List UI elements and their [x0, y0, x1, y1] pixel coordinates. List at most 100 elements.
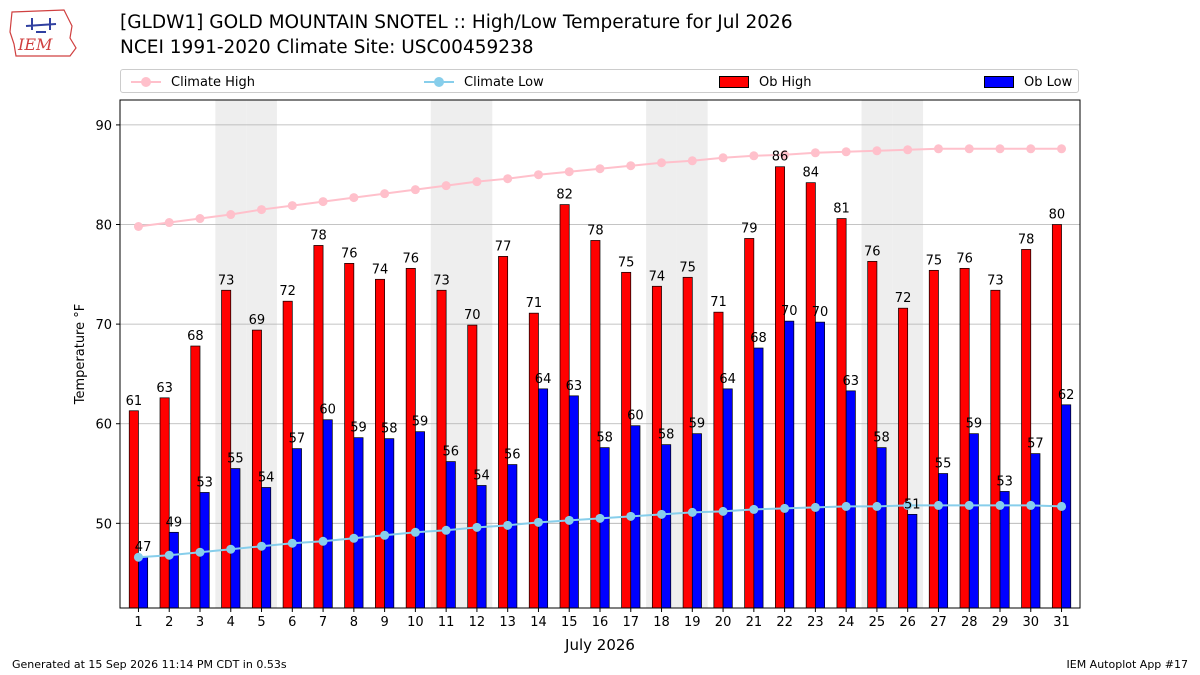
x-tick-label-3: 3: [196, 615, 204, 630]
x-tick-label-13: 13: [499, 615, 516, 630]
ob-high-label-27: 75: [926, 253, 943, 268]
x-tick-label-28: 28: [961, 615, 978, 630]
legend-label-ob-low: Ob Low: [1024, 74, 1073, 90]
climate-low-point-8: [349, 533, 359, 543]
x-tick-label-27: 27: [930, 615, 947, 630]
climate-low-point-20: [718, 506, 728, 516]
ob-high-label-28: 76: [956, 251, 973, 266]
ob-high-bar-8: [344, 263, 355, 609]
climate-low-point-13: [503, 520, 513, 530]
ob-high-label-24: 81: [833, 202, 850, 217]
legend-swatch-climate-low: [424, 73, 454, 91]
climate-lines: [133, 144, 1067, 562]
y-tick-label-80: 80: [95, 219, 112, 234]
ob-low-bar-1: [138, 556, 149, 609]
ob-low-label-2: 49: [166, 515, 183, 530]
climate-high-point-29: [995, 144, 1005, 154]
ob-high-label-19: 75: [679, 260, 696, 275]
climate-high-point-15: [564, 167, 574, 177]
x-tick-label-30: 30: [1022, 615, 1039, 630]
ob-high-label-4: 73: [218, 273, 235, 288]
climate-high-point-8: [349, 193, 359, 203]
x-tick-label-21: 21: [746, 615, 763, 630]
ob-high-bar-28: [959, 267, 970, 609]
climate-high-point-19: [687, 156, 697, 166]
climate-low-point-3: [195, 547, 205, 557]
y-tick-label-60: 60: [95, 418, 112, 433]
ob-low-label-24: 63: [842, 374, 859, 389]
climate-high-point-7: [318, 197, 328, 207]
ob-low-bar-30: [1030, 453, 1041, 609]
climate-high-point-24: [841, 147, 851, 157]
ob-high-label-26: 72: [895, 291, 912, 306]
legend-item-climate-high: Climate High: [131, 73, 255, 91]
legend: Climate High Climate Low Ob High Ob Low: [120, 69, 1079, 93]
ob-low-bar-24: [845, 390, 856, 609]
ob-high-label-14: 71: [526, 296, 543, 311]
legend-swatch-ob-low: [984, 76, 1014, 88]
ob-low-bar-20: [722, 388, 733, 609]
ob-low-bar-10: [415, 431, 425, 609]
ob-low-bar-14: [538, 388, 549, 609]
climate-low-point-17: [626, 511, 636, 521]
ob-low-bar-27: [938, 473, 949, 609]
legend-label-climate-high: Climate High: [171, 74, 256, 90]
climate-low-point-7: [318, 536, 328, 546]
ob-high-label-15: 82: [556, 188, 573, 203]
climate-low-point-22: [780, 503, 790, 513]
climate-low-point-5: [257, 541, 267, 551]
ob-low-bar-7: [322, 419, 333, 609]
y-tick-label-90: 90: [95, 119, 112, 134]
ob-low-label-6: 57: [289, 432, 306, 447]
ob-high-bar-27: [928, 269, 939, 609]
ob-low-label-11: 56: [442, 445, 459, 460]
climate-high-point-13: [503, 174, 513, 184]
legend-label-climate-low: Climate Low: [464, 74, 544, 90]
climate-low-point-28: [964, 500, 974, 510]
x-tick-label-11: 11: [438, 615, 455, 630]
climate-low-point-2: [164, 550, 174, 560]
climate-high-point-31: [1057, 144, 1067, 154]
ob-high-bar-24: [836, 218, 847, 609]
ob-low-label-10: 59: [412, 415, 429, 430]
climate-high-point-14: [533, 170, 543, 180]
chart-subtitle: NCEI 1991-2020 Climate Site: USC00459238: [120, 37, 534, 58]
chart-title: [GLDW1] GOLD MOUNTAIN SNOTEL :: High/Low…: [120, 12, 793, 33]
x-tick-label-4: 4: [227, 615, 235, 630]
ob-low-bar-21: [753, 347, 764, 609]
ob-high-label-21: 79: [741, 221, 758, 236]
ob-high-bar-2: [159, 397, 170, 609]
x-tick-label-7: 7: [319, 615, 327, 630]
climate-low-point-29: [995, 500, 1005, 510]
ob-high-bar-22: [775, 166, 785, 609]
y-tick-label-70: 70: [95, 318, 112, 333]
x-axis-label: July 2026: [564, 636, 635, 654]
ob-low-bar-11: [445, 461, 456, 609]
ob-high-bar-23: [805, 182, 816, 609]
legend-item-ob-low: Ob Low: [984, 73, 1072, 91]
climate-high-point-10: [410, 185, 420, 195]
ob-low-label-12: 54: [473, 468, 490, 483]
bar-labels: 61 63 68 73 69 72 78 76 74 76 73 70 77 71 82 78 75 74 75 71…: [126, 150, 1075, 555]
ob-high-bar-17: [621, 271, 632, 609]
iem-logo-graphic: IEM: [9, 9, 77, 57]
climate-high-point-17: [626, 161, 636, 171]
ob-high-label-9: 74: [372, 262, 389, 277]
climate-low-point-11: [441, 525, 451, 535]
ob-high-label-8: 76: [341, 246, 358, 261]
ob-low-label-31: 62: [1058, 388, 1075, 403]
climate-high-point-12: [472, 177, 482, 187]
ob-low-label-21: 68: [750, 331, 767, 346]
x-tick-label-23: 23: [807, 615, 824, 630]
ob-low-bar-2: [168, 531, 179, 609]
ob-high-label-12: 70: [464, 308, 481, 323]
ob-low-label-30: 57: [1027, 437, 1044, 452]
ob-high-label-6: 72: [279, 284, 296, 299]
climate-high-point-11: [441, 181, 451, 191]
ob-high-label-20: 71: [710, 295, 727, 310]
ob-high-bar-4: [221, 289, 232, 609]
ob-low-label-16: 58: [596, 431, 613, 446]
ob-high-bar-12: [467, 324, 478, 609]
climate-high-point-6: [287, 201, 297, 211]
x-tick-label-17: 17: [622, 615, 639, 630]
